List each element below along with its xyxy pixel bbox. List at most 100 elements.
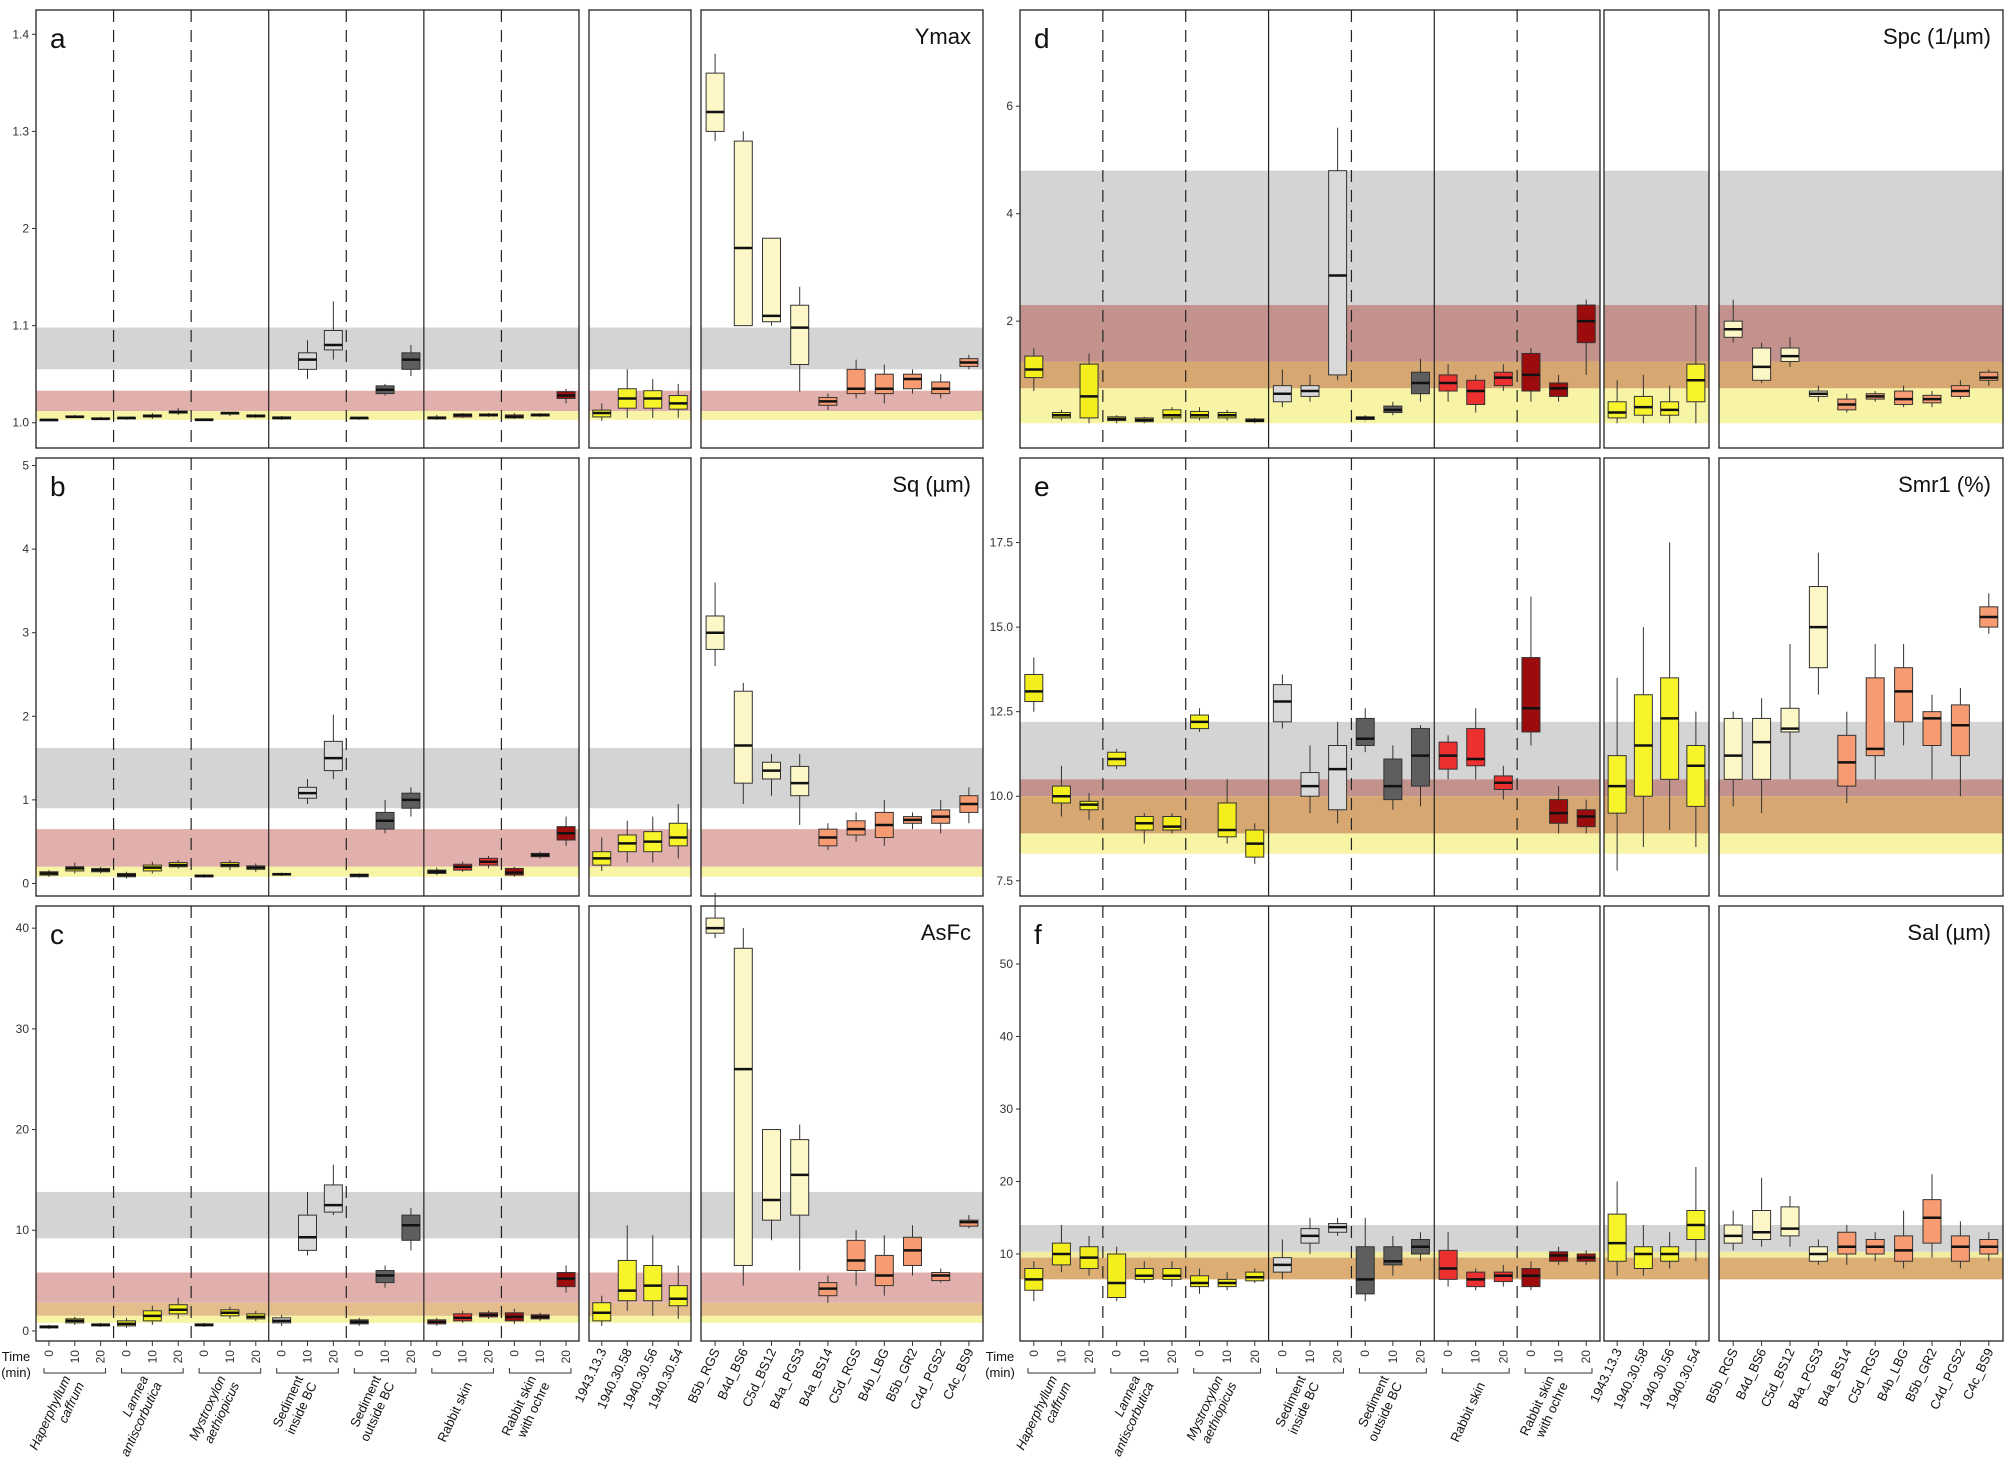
group-bracket — [1524, 1368, 1593, 1374]
panel-letter: f — [1034, 919, 1042, 950]
time-tick-label: 10 — [1220, 1350, 1234, 1364]
y-tick-label: 5 — [22, 459, 29, 473]
time-tick-label: 10 — [145, 1350, 159, 1364]
box — [762, 237, 781, 323]
panel-frame — [1019, 9, 1601, 449]
time-tick-label: 20 — [249, 1350, 263, 1364]
box — [733, 140, 753, 327]
box — [1894, 390, 1914, 405]
box — [874, 373, 894, 395]
box — [1355, 1246, 1375, 1295]
panel-frame — [588, 9, 692, 449]
panel-frame — [35, 457, 580, 897]
box — [874, 1254, 894, 1287]
time-tick-label: 10 — [68, 1350, 82, 1364]
y-tick-label: 40 — [16, 921, 30, 935]
box — [1922, 711, 1942, 746]
time-tick-label: 20 — [1413, 1350, 1427, 1364]
group-bracket — [43, 1368, 107, 1374]
box — [1660, 677, 1680, 780]
box — [298, 352, 317, 370]
group-bracket — [431, 1368, 494, 1374]
box — [1752, 1210, 1772, 1240]
time-tick-label: 0 — [507, 1350, 521, 1357]
time-axis-label: (min) — [985, 1365, 1015, 1380]
box — [1521, 1268, 1541, 1288]
y-tick-label: 20 — [1000, 1175, 1014, 1189]
box — [1162, 816, 1182, 831]
group-bracket — [121, 1368, 184, 1374]
reference-band — [1604, 305, 1709, 362]
box — [1134, 1268, 1154, 1280]
time-tick-label: 0 — [1358, 1350, 1372, 1357]
box — [1549, 382, 1569, 397]
time-tick-label: 10 — [1054, 1350, 1068, 1364]
box — [1024, 673, 1044, 703]
box — [1300, 772, 1320, 797]
reference-band — [36, 1315, 579, 1323]
reference-band — [1604, 1251, 1709, 1258]
reference-band — [1604, 833, 1709, 854]
time-tick-label: 10 — [1303, 1350, 1317, 1364]
panel-title: Ymax — [915, 24, 971, 49]
box — [1328, 744, 1348, 811]
time-tick-label: 0 — [42, 1350, 56, 1357]
panel-frame — [1019, 457, 1601, 897]
reference-band — [701, 1302, 983, 1316]
panel-frame — [700, 9, 984, 449]
reference-band — [589, 1315, 691, 1323]
reference-band — [1020, 1251, 1600, 1258]
box — [1107, 1253, 1127, 1298]
box — [323, 740, 343, 772]
reference-band — [36, 390, 579, 412]
box — [668, 1285, 688, 1307]
panel-frame — [588, 905, 692, 1342]
box — [1051, 785, 1071, 804]
box — [790, 1139, 810, 1216]
box — [903, 373, 922, 390]
panel-frame — [1603, 9, 1710, 449]
reference-band — [701, 327, 983, 370]
reference-band — [1020, 1257, 1600, 1280]
time-tick-label: 0 — [197, 1350, 211, 1357]
group-bracket — [1276, 1368, 1344, 1374]
time-tick-label: 10 — [378, 1350, 392, 1364]
box — [1607, 1213, 1627, 1262]
box — [323, 329, 343, 351]
reference-band — [1719, 796, 2003, 834]
group-bracket — [1027, 1368, 1096, 1374]
panel-frame — [1718, 457, 2004, 897]
reference-band — [36, 411, 579, 420]
time-tick-label: 10 — [1469, 1350, 1483, 1364]
panel-frame — [1718, 905, 2004, 1342]
time-tick-label: 20 — [482, 1350, 496, 1364]
box — [1079, 363, 1099, 419]
box — [1780, 1206, 1800, 1237]
box — [1355, 717, 1375, 746]
time-tick-label: 0 — [1524, 1350, 1538, 1357]
time-tick-label: 10 — [301, 1350, 315, 1364]
box — [705, 72, 725, 132]
box — [762, 1129, 781, 1221]
box — [1633, 1246, 1653, 1269]
y-tick-label: 0 — [22, 876, 29, 890]
time-tick-label: 20 — [559, 1350, 573, 1364]
time-tick-label: 20 — [1248, 1350, 1262, 1364]
y-tick-label: 10 — [16, 1223, 30, 1237]
panel-title: Sq (µm) — [892, 472, 971, 497]
box — [1633, 395, 1653, 416]
reference-band — [1604, 779, 1709, 797]
group-bracket — [1110, 1368, 1179, 1374]
y-tick-label: 1.4 — [12, 27, 29, 41]
panel-frame — [700, 457, 984, 897]
box — [1607, 755, 1627, 814]
reference-band — [1719, 833, 2003, 854]
time-tick-label: 20 — [1331, 1350, 1345, 1364]
box — [1950, 704, 1970, 757]
box — [1723, 717, 1743, 780]
reference-band — [1719, 1257, 2003, 1280]
